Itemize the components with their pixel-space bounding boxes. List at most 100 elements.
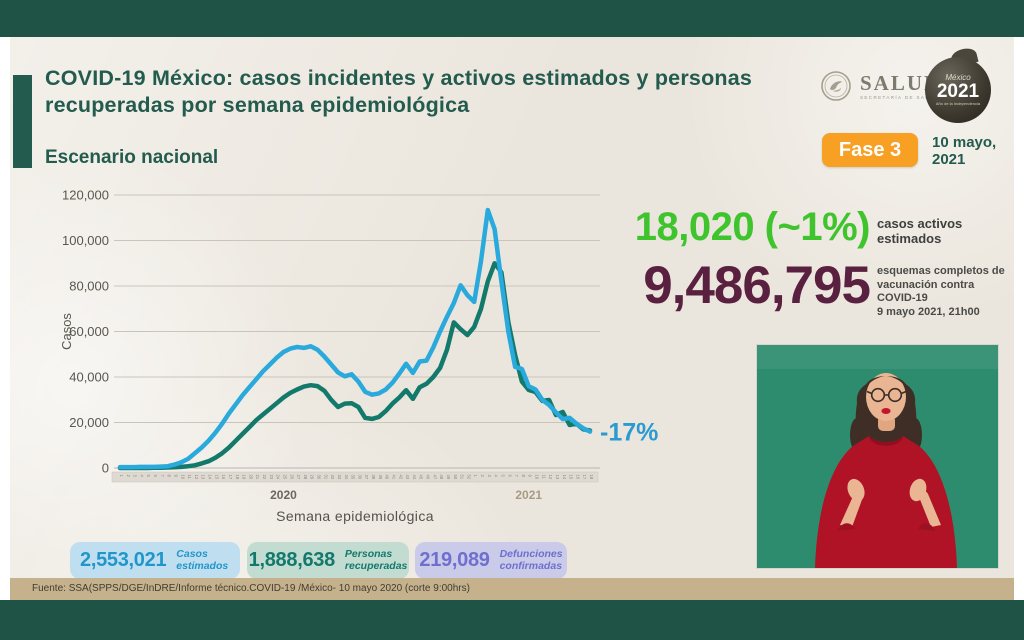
svg-text:44: 44 xyxy=(412,475,417,480)
epidemic-week-chart: 0 20,000 40,000 60,000 80,000 100,000 120,000 C… xyxy=(55,183,675,513)
phase-badge: Fase 3 xyxy=(822,133,918,167)
stat-value: 219,089 xyxy=(419,549,490,571)
x-axis-title: Semana epidemiológica xyxy=(276,508,434,524)
svg-text:120,000: 120,000 xyxy=(62,188,109,203)
chart-canvas: 0 20,000 40,000 60,000 80,000 100,000 120,000 C… xyxy=(59,188,658,503)
svg-text:12: 12 xyxy=(194,475,199,480)
svg-text:17: 17 xyxy=(228,475,233,480)
svg-text:13: 13 xyxy=(201,475,206,480)
svg-text:27: 27 xyxy=(296,475,301,480)
svg-text:11: 11 xyxy=(187,475,192,480)
stat-label: Casos estimados xyxy=(176,548,229,572)
salud-logo: SALUD SECRETARÍA DE SALUD xyxy=(820,70,941,102)
svg-text:38: 38 xyxy=(371,475,376,480)
salud-logo-text: SALUD xyxy=(860,70,942,95)
stat-label: Personas recuperadas xyxy=(344,548,408,572)
stat-pill-personas-recuperadas: 1,888,638 Personas recuperadas xyxy=(247,542,409,579)
svg-text:35: 35 xyxy=(351,475,356,480)
svg-text:25: 25 xyxy=(282,475,287,480)
stat-value: 1,888,638 xyxy=(248,549,336,571)
svg-text:46: 46 xyxy=(426,475,431,480)
salud-logo-subtext: SECRETARÍA DE SALUD xyxy=(860,94,939,100)
svg-text:23: 23 xyxy=(269,475,274,480)
svg-text:4: 4 xyxy=(494,475,499,478)
svg-text:50: 50 xyxy=(453,475,458,480)
svg-text:49: 49 xyxy=(446,475,451,480)
svg-text:7: 7 xyxy=(514,475,519,478)
svg-text:39: 39 xyxy=(378,475,383,480)
svg-text:8: 8 xyxy=(521,475,526,478)
svg-text:Casos: Casos xyxy=(59,313,74,350)
active-cases-label: casos activos estimados xyxy=(877,216,963,246)
svg-text:14: 14 xyxy=(562,475,567,480)
svg-text:45: 45 xyxy=(419,475,424,480)
svg-text:36: 36 xyxy=(357,475,362,480)
mexico-logo-word: México xyxy=(945,73,971,82)
svg-text:48: 48 xyxy=(439,475,444,480)
svg-text:-17%: -17% xyxy=(600,419,658,447)
svg-text:2021: 2021 xyxy=(515,488,542,502)
svg-text:5: 5 xyxy=(146,475,151,478)
svg-text:20: 20 xyxy=(248,475,253,480)
bottom-green-bar xyxy=(0,600,1024,640)
svg-text:17: 17 xyxy=(582,475,587,480)
mexico-logo-tagline: Año de la Independencia xyxy=(935,101,981,106)
svg-text:13: 13 xyxy=(555,475,560,480)
svg-text:2020: 2020 xyxy=(270,488,297,502)
svg-text:15: 15 xyxy=(214,475,219,480)
svg-text:16: 16 xyxy=(575,475,580,480)
vaccination-label: esquemas completos de vacunación contra … xyxy=(877,265,1005,318)
active-cases-value: 18,020 (~1%) xyxy=(634,205,871,249)
svg-text:43: 43 xyxy=(405,475,410,480)
top-green-bar xyxy=(0,0,1024,37)
svg-text:6: 6 xyxy=(153,475,158,478)
svg-text:18: 18 xyxy=(589,475,594,480)
svg-text:52: 52 xyxy=(466,475,471,480)
svg-text:22: 22 xyxy=(262,475,267,480)
svg-text:7: 7 xyxy=(160,475,165,478)
svg-text:10: 10 xyxy=(180,475,185,480)
svg-text:1: 1 xyxy=(473,475,478,478)
title-accent-bar xyxy=(13,75,32,168)
svg-text:5: 5 xyxy=(500,475,505,478)
slide-title: COVID-19 México: casos incidentes y acti… xyxy=(45,66,753,117)
stat-pill-defunciones: 219,089 Defunciones confirmadas xyxy=(415,542,567,579)
stat-value: 2,553,021 xyxy=(80,549,167,571)
stat-label: Defunciones confirmadas xyxy=(499,548,563,572)
svg-text:6: 6 xyxy=(507,475,512,478)
svg-text:4: 4 xyxy=(139,475,144,478)
vaccination-value: 9,486,795 xyxy=(643,256,871,315)
svg-text:80,000: 80,000 xyxy=(69,279,109,294)
svg-text:3: 3 xyxy=(487,475,492,478)
svg-text:14: 14 xyxy=(208,475,213,480)
svg-text:40,000: 40,000 xyxy=(69,370,109,385)
svg-text:31: 31 xyxy=(323,475,328,480)
mexico-logo-year: 2021 xyxy=(936,81,980,102)
source-footer: Fuente: SSA(SPPS/DGE/InDRE/Informe técni… xyxy=(10,578,1014,600)
stat-pill-casos-estimados: 2,553,021 Casos estimados xyxy=(70,542,240,579)
svg-text:2: 2 xyxy=(480,475,485,478)
slide-subtitle: Escenario nacional xyxy=(45,147,219,168)
svg-text:24: 24 xyxy=(276,475,281,480)
salud-eagle-icon xyxy=(820,70,852,102)
svg-text:33: 33 xyxy=(337,475,342,480)
broadcast-date: 10 mayo, 2021 xyxy=(932,134,997,168)
svg-text:37: 37 xyxy=(364,475,369,480)
mexico-2021-logo: México 2021 Año de la Independencia xyxy=(925,46,995,123)
svg-text:3: 3 xyxy=(133,475,138,478)
svg-text:19: 19 xyxy=(242,475,247,480)
svg-text:20,000: 20,000 xyxy=(69,415,109,430)
svg-text:1: 1 xyxy=(119,475,124,478)
slide: COVID-19 México: casos incidentes y acti… xyxy=(10,37,1014,600)
svg-text:12: 12 xyxy=(548,475,553,480)
svg-text:8: 8 xyxy=(167,475,172,478)
svg-text:18: 18 xyxy=(235,475,240,480)
svg-text:0: 0 xyxy=(102,461,109,476)
svg-text:26: 26 xyxy=(289,475,294,480)
svg-text:11: 11 xyxy=(541,475,546,480)
svg-text:51: 51 xyxy=(460,475,465,480)
svg-text:100,000: 100,000 xyxy=(62,233,109,248)
vaccination-cutoff: 9 mayo 2021, 21h00 xyxy=(877,305,980,318)
svg-text:47: 47 xyxy=(432,475,437,480)
